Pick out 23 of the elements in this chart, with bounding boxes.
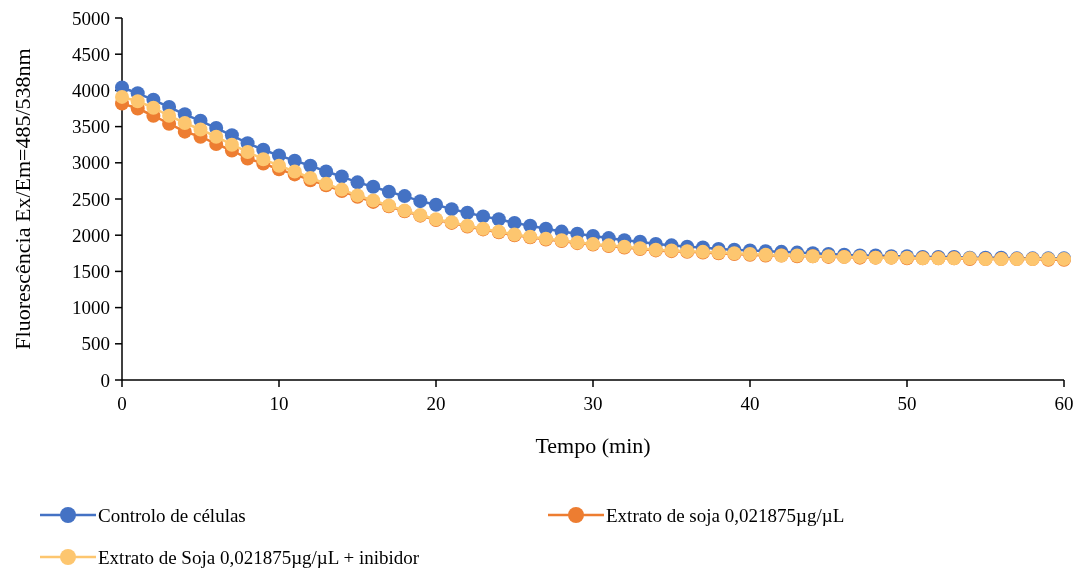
legend-label: Controlo de células: [98, 504, 246, 526]
x-tick-label: 40: [740, 393, 760, 414]
x-axis-title: Tempo (min): [535, 433, 651, 458]
legend-label: Extrato de soja 0,021875µg/µL: [606, 504, 845, 526]
x-tick-label: 30: [583, 393, 603, 414]
y-tick-label: 4000: [72, 80, 110, 102]
x-tick-label: 60: [1054, 393, 1074, 414]
y-tick-label: 0: [100, 369, 110, 391]
y-tick-label: 3500: [72, 116, 110, 138]
y-tick-label: 4500: [72, 43, 110, 65]
y-tick-label: 3000: [72, 152, 110, 174]
x-tick-label: 50: [897, 393, 917, 414]
y-tick-label: 500: [81, 333, 110, 355]
x-tick-label: 20: [426, 393, 446, 414]
y-tick-label: 5000: [72, 7, 110, 29]
legend-label: Extrato de Soja 0,021875µg/µL + inibidor: [98, 546, 420, 568]
y-axis-title: Fluorescência Ex/Em=485/538nm: [10, 48, 35, 350]
y-tick-label: 2000: [72, 224, 110, 246]
x-tick-label: 0: [117, 393, 127, 414]
y-tick-label: 2500: [72, 188, 110, 210]
y-tick-label: 1000: [72, 297, 110, 319]
x-tick-label: 10: [269, 393, 289, 414]
y-tick-label: 1500: [72, 261, 110, 283]
